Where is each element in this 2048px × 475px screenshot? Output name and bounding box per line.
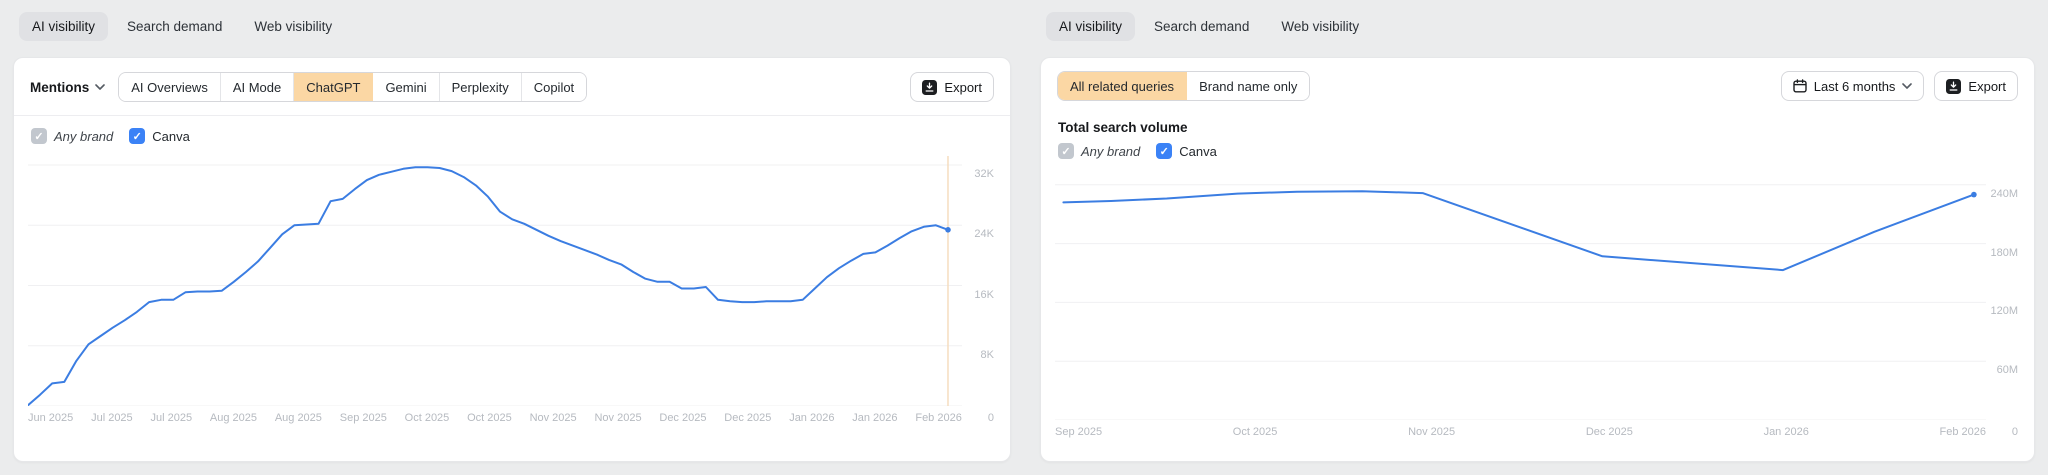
- calendar-icon: [1793, 79, 1807, 93]
- brand-legend-left: ✓ Any brand ✓ Canva: [14, 116, 1010, 156]
- x-axis-tick-label: Aug 2025: [274, 412, 322, 424]
- x-axis-tick-label: Nov 2025: [529, 412, 577, 424]
- ai-brand-analytics-page: AI visibility Search demand Web visibili…: [13, 10, 2035, 462]
- any-brand-label: Any brand: [1081, 143, 1141, 159]
- export-button[interactable]: Export: [1934, 71, 2018, 101]
- segment-brand-name-only[interactable]: Brand name only: [1187, 72, 1310, 100]
- checkbox-checked-gray-icon: ✓: [1058, 143, 1074, 159]
- chevron-down-icon: [95, 84, 106, 90]
- x-axis-tick-label: Nov 2025: [1408, 426, 1456, 438]
- x-axis-tick-label: Sep 2025: [339, 412, 387, 424]
- search-volume-x-axis: Sep 2025 Oct 2025 Nov 2025 Dec 2025 Jan 2026…: [1041, 420, 2034, 438]
- mentions-chart-area: 32K 24K 16K 8K: [14, 156, 1010, 407]
- segment-gemini[interactable]: Gemini: [373, 73, 440, 101]
- any-brand-checkbox[interactable]: ✓ Any brand: [31, 128, 113, 144]
- x-axis-tick-label: Feb 2026: [1939, 426, 1986, 438]
- x-axis-tick-label: Oct 2025: [467, 412, 512, 424]
- mentions-line-chart[interactable]: [27, 156, 962, 407]
- canva-label: Canva: [152, 128, 190, 144]
- chevron-down-icon: [1902, 83, 1913, 89]
- x-axis-tick-label: Dec 2025: [659, 412, 707, 424]
- any-brand-label: Any brand: [54, 128, 114, 144]
- x-axis-tick-label: Jan 2026: [1763, 426, 1809, 438]
- x-axis-tick-label: Dec 2025: [1585, 426, 1633, 438]
- x-axis-tick-label: Jan 2026: [852, 412, 898, 424]
- segment-ai-overviews[interactable]: AI Overviews: [119, 73, 221, 101]
- y-axis-tick-label: 32K: [974, 168, 994, 181]
- checkbox-checked-gray-icon: ✓: [31, 128, 47, 144]
- export-label: Export: [1968, 78, 2006, 94]
- segment-perplexity[interactable]: Perplexity: [439, 73, 522, 101]
- search-volume-line-chart[interactable]: [1055, 175, 1986, 421]
- mentions-metric-label: Mentions: [30, 79, 90, 95]
- x-axis-tick-label: Oct 2025: [404, 412, 450, 424]
- tab-search-demand[interactable]: Search demand: [1141, 12, 1262, 41]
- export-button[interactable]: Export: [910, 72, 994, 102]
- ai-source-segmented-control: AI Overviews AI Mode ChatGPT Gemini Perp…: [118, 72, 588, 102]
- query-filter-segmented-control: All related queries Brand name only: [1057, 71, 1311, 101]
- search-volume-toolbar: All related queries Brand name only Last…: [1041, 58, 2034, 114]
- tab-web-visibility[interactable]: Web visibility: [1268, 12, 1372, 41]
- any-brand-checkbox[interactable]: ✓ Any brand: [1058, 143, 1140, 159]
- segment-ai-mode[interactable]: AI Mode: [220, 73, 295, 101]
- mentions-x-axis: Jun 2025 Jul 2025 Jul 2025 Aug 2025 Aug 2025…: [14, 406, 1010, 424]
- x-axis-tick-label: Dec 2025: [724, 412, 772, 424]
- visibility-tabs-left: AI visibility Search demand Web visibili…: [19, 10, 1011, 42]
- y-axis-tick-label: 120M: [1990, 305, 2018, 318]
- y-axis-zero-label: 0: [987, 412, 994, 424]
- x-axis-tick-label: Jan 2026: [789, 412, 835, 424]
- x-axis-tick-label: Feb 2026: [915, 412, 962, 424]
- date-range-button[interactable]: Last 6 months: [1780, 71, 1925, 101]
- search-volume-y-axis: 240M 180M 120M 60M: [1986, 175, 2034, 420]
- canva-checkbox[interactable]: ✓ Canva: [129, 128, 190, 144]
- brand-legend-right: ✓ Any brand ✓ Canva: [1041, 135, 2034, 159]
- x-axis-tick-label: Jul 2025: [150, 412, 193, 424]
- search-volume-card: All related queries Brand name only Last…: [1040, 57, 2035, 462]
- y-axis-zero-label: 0: [2011, 426, 2018, 438]
- canva-checkbox[interactable]: ✓ Canva: [1156, 143, 1217, 159]
- x-axis-tick-label: Jun 2025: [28, 412, 74, 424]
- y-axis-tick-label: 8K: [980, 348, 994, 361]
- x-axis-tick-label: Aug 2025: [209, 412, 257, 424]
- y-axis-tick-label: 60M: [1996, 364, 2018, 377]
- y-axis-tick-label: 16K: [974, 288, 994, 301]
- download-icon: [1946, 78, 1962, 94]
- x-axis-tick-label: Oct 2025: [1232, 426, 1278, 438]
- segment-all-related-queries[interactable]: All related queries: [1058, 72, 1188, 100]
- checkbox-checked-blue-icon: ✓: [1156, 143, 1173, 159]
- canva-label: Canva: [1179, 143, 1217, 159]
- search-volume-chart-area: 240M 180M 120M 60M: [1041, 175, 2034, 421]
- y-axis-tick-label: 180M: [1990, 246, 2018, 259]
- mentions-metric-dropdown[interactable]: Mentions: [30, 79, 106, 95]
- visibility-tabs-right: AI visibility Search demand Web visibili…: [1046, 10, 2035, 42]
- panel-ai-mentions: AI visibility Search demand Web visibili…: [13, 10, 1011, 462]
- x-axis-tick-label: Jul 2025: [91, 412, 133, 424]
- mentions-card: Mentions AI Overviews AI Mode ChatGPT Ge…: [13, 57, 1011, 462]
- toolbar-divider: [14, 115, 1010, 116]
- segment-copilot[interactable]: Copilot: [521, 73, 587, 101]
- mentions-toolbar: Mentions AI Overviews AI Mode ChatGPT Ge…: [14, 58, 1010, 115]
- tab-ai-visibility[interactable]: AI visibility: [19, 11, 109, 41]
- download-icon: [922, 79, 938, 95]
- segment-chatgpt[interactable]: ChatGPT: [294, 73, 374, 101]
- date-range-label: Last 6 months: [1813, 78, 1896, 94]
- chart-title: Total search volume: [1058, 120, 1188, 135]
- tab-ai-visibility[interactable]: AI visibility: [1046, 11, 1136, 41]
- export-label: Export: [944, 79, 982, 95]
- y-axis-tick-label: 24K: [974, 228, 994, 241]
- tab-web-visibility[interactable]: Web visibility: [241, 12, 345, 41]
- x-axis-tick-label: Nov 2025: [594, 412, 642, 424]
- checkbox-checked-blue-icon: ✓: [129, 128, 146, 144]
- x-axis-tick-label: Sep 2025: [1055, 426, 1103, 438]
- mentions-y-axis: 32K 24K 16K 8K: [962, 156, 1010, 406]
- y-axis-tick-label: 240M: [1990, 187, 2018, 200]
- tab-search-demand[interactable]: Search demand: [114, 12, 235, 41]
- panel-search-volume: AI visibility Search demand Web visibili…: [1040, 10, 2035, 462]
